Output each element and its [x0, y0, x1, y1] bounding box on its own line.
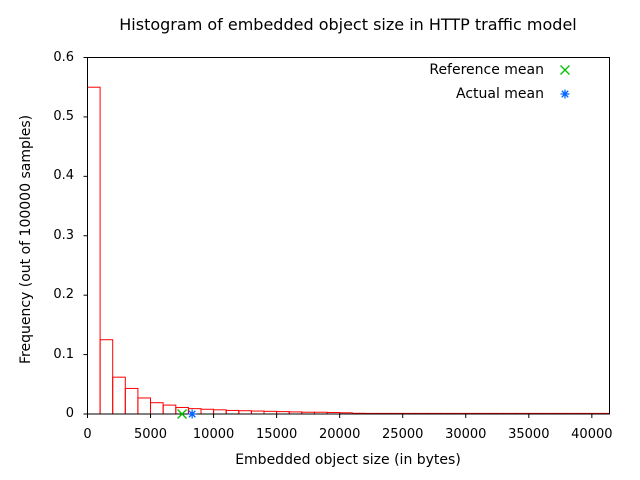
chart-title: Histogram of embedded object size in HTT… — [119, 15, 577, 34]
y-tick-label: 0.6 — [53, 49, 74, 65]
y-tick-label: 0.3 — [53, 227, 74, 243]
x-tick-label: 0 — [83, 427, 92, 442]
histogram-bar — [175, 406, 189, 415]
x-tick-label: 10000 — [192, 427, 235, 442]
histogram-bars — [87, 86, 610, 415]
y-tick-label: 0.2 — [53, 287, 74, 303]
cross-marker-icon — [177, 409, 188, 419]
x-tick-label: 35000 — [508, 427, 550, 442]
y-tick-label: 0.1 — [53, 346, 74, 362]
asterisk-marker-icon — [560, 89, 570, 99]
legend-label-reference-mean: Reference mean — [429, 62, 544, 78]
legend-label-actual-mean: Actual mean — [455, 86, 544, 102]
histogram-bar — [162, 404, 177, 415]
legend: Reference mean Actual mean — [429, 58, 574, 106]
legend-row-reference-mean: Reference mean — [429, 58, 574, 82]
histogram-bar — [112, 376, 126, 415]
asterisk-marker-icon — [187, 409, 197, 419]
y-axis-label: Frequency (out of 100000 samples) — [18, 114, 34, 364]
histogram-bar — [124, 387, 139, 415]
plot-border — [87, 57, 610, 415]
histogram-bar — [137, 397, 151, 415]
histogram-bar — [99, 339, 114, 415]
x-axis-label: Embedded object size (in bytes) — [235, 452, 461, 468]
cross-marker-icon — [560, 65, 570, 75]
x-tick-label: 20000 — [318, 427, 361, 442]
histogram-bar — [150, 402, 164, 415]
x-tick-label: 30000 — [445, 427, 487, 442]
histogram-bar — [87, 86, 101, 415]
x-tick-label: 5000 — [133, 427, 168, 442]
histogram-bar — [200, 408, 215, 415]
y-tick-label: 0.4 — [53, 168, 74, 184]
histogram-bar — [213, 409, 227, 415]
y-tick-label: 0.5 — [53, 108, 74, 124]
histogram-bar — [225, 409, 240, 415]
x-tick-label: 15000 — [255, 427, 298, 442]
y-tick-label: 0 — [65, 406, 74, 421]
x-tick-label: 25000 — [382, 427, 424, 442]
legend-row-actual-mean: Actual mean — [429, 82, 574, 106]
x-tick-label: 40000 — [571, 427, 613, 442]
